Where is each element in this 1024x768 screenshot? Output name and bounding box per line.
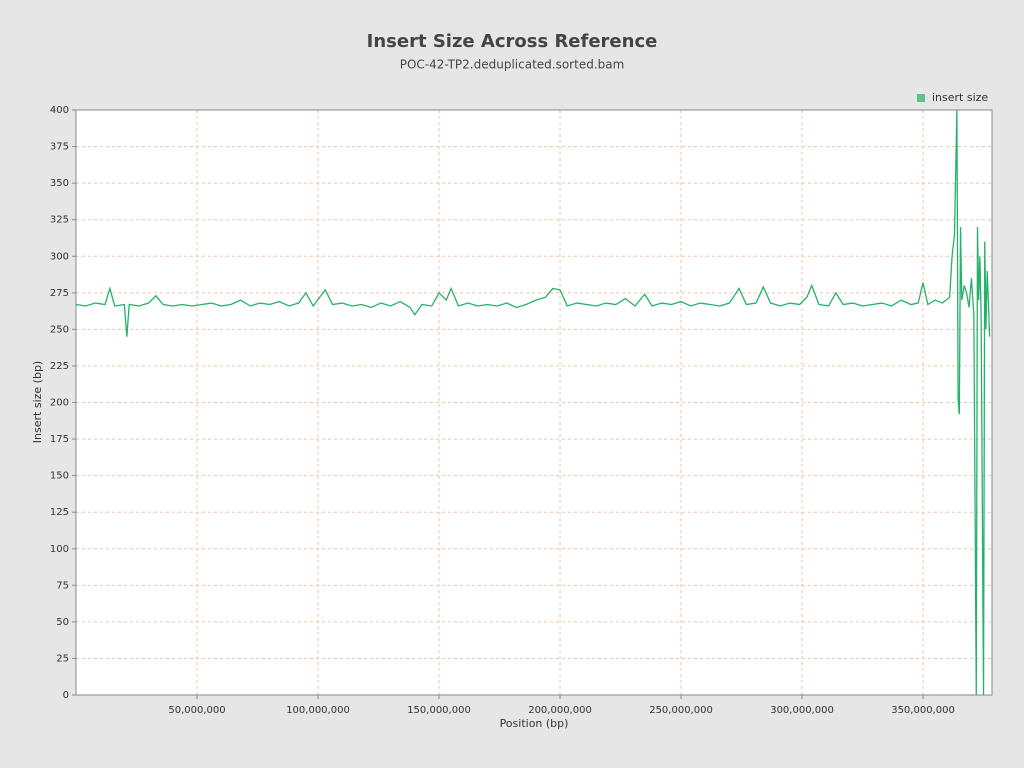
x-axis-label: Position (bp) — [500, 717, 569, 730]
x-tick-label: 350,000,000 — [891, 705, 955, 716]
x-tick-label: 300,000,000 — [770, 705, 834, 716]
y-tick-label: 100 — [50, 544, 69, 555]
legend-label: insert size — [932, 91, 988, 104]
y-tick-label: 25 — [56, 653, 69, 664]
y-tick-label: 0 — [63, 690, 69, 701]
y-tick-label: 400 — [50, 105, 69, 116]
x-tick-label: 200,000,000 — [528, 705, 592, 716]
y-tick-label: 350 — [50, 178, 69, 189]
y-tick-label: 50 — [56, 617, 69, 628]
y-tick-label: 175 — [50, 434, 69, 445]
y-tick-label: 250 — [50, 324, 69, 335]
y-tick-label: 125 — [50, 507, 69, 518]
y-tick-label: 275 — [50, 288, 69, 299]
y-tick-label: 150 — [50, 471, 69, 482]
chart-title: Insert Size Across Reference — [367, 31, 658, 52]
y-tick-label: 225 — [50, 361, 69, 372]
x-tick-label: 250,000,000 — [649, 705, 713, 716]
chart-subtitle: POC-42-TP2.deduplicated.sorted.bam — [400, 58, 625, 72]
y-tick-label: 75 — [56, 580, 69, 591]
y-tick-label: 325 — [50, 215, 69, 226]
y-tick-label: 375 — [50, 142, 69, 153]
plot-border — [75, 109, 993, 696]
y-axis-label: Insert size (bp) — [31, 361, 44, 443]
y-tick-label: 200 — [50, 398, 69, 409]
x-tick-label: 100,000,000 — [286, 705, 350, 716]
y-tick-label: 300 — [50, 251, 69, 262]
x-tick-label: 50,000,000 — [168, 705, 225, 716]
legend-swatch — [917, 94, 925, 102]
x-tick-label: 150,000,000 — [407, 705, 471, 716]
data-line — [75, 109, 991, 696]
